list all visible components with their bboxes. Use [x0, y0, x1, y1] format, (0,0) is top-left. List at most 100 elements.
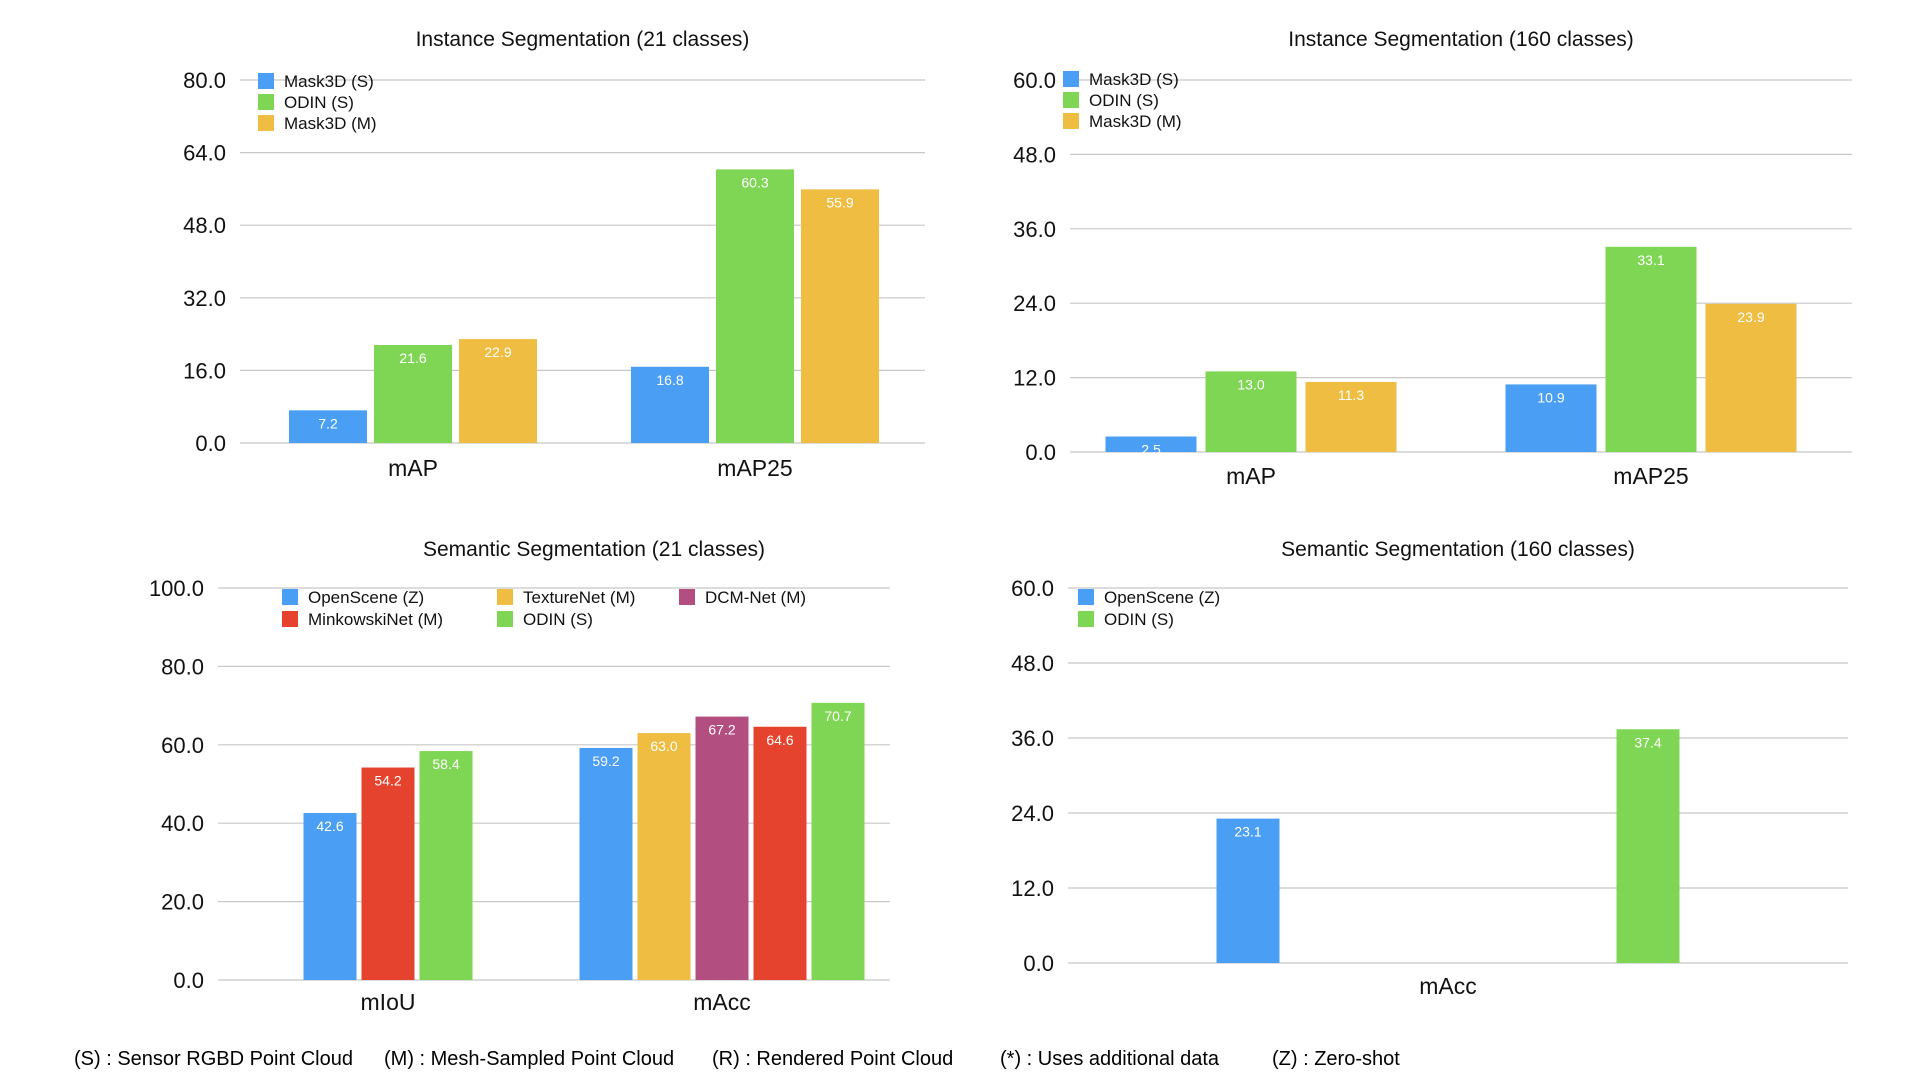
y-tick-label: 48.0 — [1013, 142, 1056, 167]
chart-title: Instance Segmentation (21 classes) — [416, 28, 750, 51]
footnote-sensor: (S) : Sensor RGBD Point Cloud — [74, 1048, 353, 1070]
legend-swatch — [1078, 589, 1094, 605]
bar-mask3d-s-map — [1105, 436, 1197, 452]
data-label: 37.4 — [1634, 734, 1661, 750]
legend-label: ODIN (S) — [284, 93, 354, 112]
y-tick-label: 0.0 — [173, 968, 204, 993]
bar-openscene-z-miou — [303, 813, 357, 980]
legend-label: ODIN (S) — [1104, 610, 1174, 629]
bar-dcm-net-m-macc — [695, 716, 749, 980]
y-tick-label: 60.0 — [1013, 68, 1056, 93]
bar-odin-s-map25 — [1605, 246, 1697, 452]
legend-label: Mask3D (M) — [1089, 112, 1182, 131]
y-tick-label: 60.0 — [1011, 576, 1054, 601]
data-label: 42.6 — [316, 818, 343, 834]
x-category-label: mIoU — [361, 989, 416, 1015]
y-tick-label: 36.0 — [1011, 726, 1054, 751]
bar-texturenet-m-macc — [637, 733, 691, 980]
legend-label: OpenScene (Z) — [1104, 588, 1220, 607]
bar-mask3d-m-map — [459, 339, 537, 443]
legend-swatch — [1078, 611, 1094, 627]
bar-minkowskinet-m-macc — [753, 726, 807, 980]
legend-swatch — [282, 589, 298, 605]
legend-label: TextureNet (M) — [523, 588, 635, 607]
bar-odin-s-macc — [1616, 729, 1680, 963]
legend-swatch — [1063, 71, 1079, 87]
chart-instance-seg-160: Instance Segmentation (160 classes) 0.0 12… — [1013, 28, 1852, 489]
data-label: 58.4 — [432, 756, 459, 772]
x-category-label: mAP — [1226, 463, 1276, 489]
footnote-rendered: (R) : Rendered Point Cloud — [712, 1048, 954, 1070]
y-tick-label: 80.0 — [183, 68, 226, 93]
y-tick-label: 0.0 — [1023, 951, 1054, 976]
x-category-label: mAP25 — [717, 455, 792, 481]
legend-label: Mask3D (M) — [284, 114, 377, 133]
legend-swatch — [258, 73, 274, 89]
bar-mask3d-s-map25 — [1505, 384, 1597, 452]
data-label: 60.3 — [741, 174, 768, 190]
legend-swatch — [282, 611, 298, 627]
data-label: 23.9 — [1737, 309, 1764, 325]
bar-mask3d-m-map25 — [801, 189, 879, 443]
data-label: 54.2 — [374, 773, 401, 789]
data-label: 63.0 — [650, 738, 677, 754]
chart-title: Instance Segmentation (160 classes) — [1288, 28, 1634, 51]
data-label: 16.8 — [656, 372, 683, 388]
y-tick-label: 60.0 — [161, 733, 204, 758]
bar-odin-s-map25 — [716, 169, 794, 444]
data-label: 59.2 — [592, 753, 619, 769]
legend-swatch — [258, 94, 274, 110]
y-tick-label: 24.0 — [1011, 801, 1054, 826]
bar-odin-s-map — [374, 344, 452, 443]
legend-label: DCM-Net (M) — [705, 588, 806, 607]
chart-instance-seg-21: Instance Segmentation (21 classes) 0.0 16.… — [183, 28, 925, 481]
chart-title: Semantic Segmentation (160 classes) — [1281, 538, 1635, 561]
chart-title: Semantic Segmentation (21 classes) — [423, 538, 765, 561]
data-label: 7.2 — [318, 415, 338, 431]
y-tick-label: 48.0 — [183, 213, 226, 238]
y-tick-label: 0.0 — [1025, 440, 1056, 465]
data-label: 33.1 — [1637, 252, 1664, 268]
bar-openscene-z-macc — [579, 747, 633, 980]
footnote-additional-data: (*) : Uses additional data — [1000, 1048, 1220, 1070]
footnotes: (S) : Sensor RGBD Point Cloud (M) : Mesh… — [0, 1048, 1920, 1072]
data-label: 55.9 — [826, 194, 853, 210]
y-tick-label: 24.0 — [1013, 291, 1056, 316]
legend-label: MinkowskiNet (M) — [308, 610, 443, 629]
legend-label: ODIN (S) — [1089, 91, 1159, 110]
y-tick-label: 12.0 — [1011, 876, 1054, 901]
legend-swatch — [497, 589, 513, 605]
bar-odin-s-macc — [811, 702, 865, 980]
x-category-label: mAcc — [1419, 973, 1477, 999]
y-tick-label: 100.0 — [149, 576, 204, 601]
legend: Mask3D (S) ODIN (S) Mask3D (M) — [258, 72, 377, 133]
bar-mask3d-s-map25 — [631, 366, 709, 443]
footnote-mesh: (M) : Mesh-Sampled Point Cloud — [384, 1048, 675, 1070]
y-tick-label: 40.0 — [161, 811, 204, 836]
bar-openscene-z-macc — [1216, 818, 1280, 963]
data-label: 23.1 — [1234, 824, 1261, 840]
chart-semantic-seg-21: Semantic Segmentation (21 classes) 0.0 20.… — [149, 538, 890, 1015]
y-tick-label: 36.0 — [1013, 217, 1056, 242]
x-category-label: mAP — [388, 455, 438, 481]
bar-minkowskinet-m-miou — [361, 767, 415, 980]
y-tick-label: 16.0 — [183, 358, 226, 383]
y-tick-label: 32.0 — [183, 286, 226, 311]
bar-odin-s-miou — [419, 751, 473, 980]
legend-label: ODIN (S) — [523, 610, 593, 629]
bar-mask3d-m-map — [1305, 381, 1397, 452]
y-tick-label: 48.0 — [1011, 651, 1054, 676]
bar-mask3d-s-map — [289, 410, 367, 443]
data-label: 13.0 — [1237, 376, 1264, 392]
data-label: 64.6 — [766, 732, 793, 748]
legend: Mask3D (S) ODIN (S) Mask3D (M) — [1063, 70, 1182, 131]
bar-mask3d-m-map25 — [1705, 303, 1797, 452]
y-tick-label: 0.0 — [195, 431, 226, 456]
bar-odin-s-map — [1205, 371, 1297, 452]
legend-swatch — [258, 115, 274, 131]
legend-swatch — [1063, 113, 1079, 129]
legend-label: Mask3D (S) — [1089, 70, 1179, 89]
legend: OpenScene (Z) ODIN (S) — [1078, 588, 1220, 629]
data-label: 22.9 — [484, 344, 511, 360]
